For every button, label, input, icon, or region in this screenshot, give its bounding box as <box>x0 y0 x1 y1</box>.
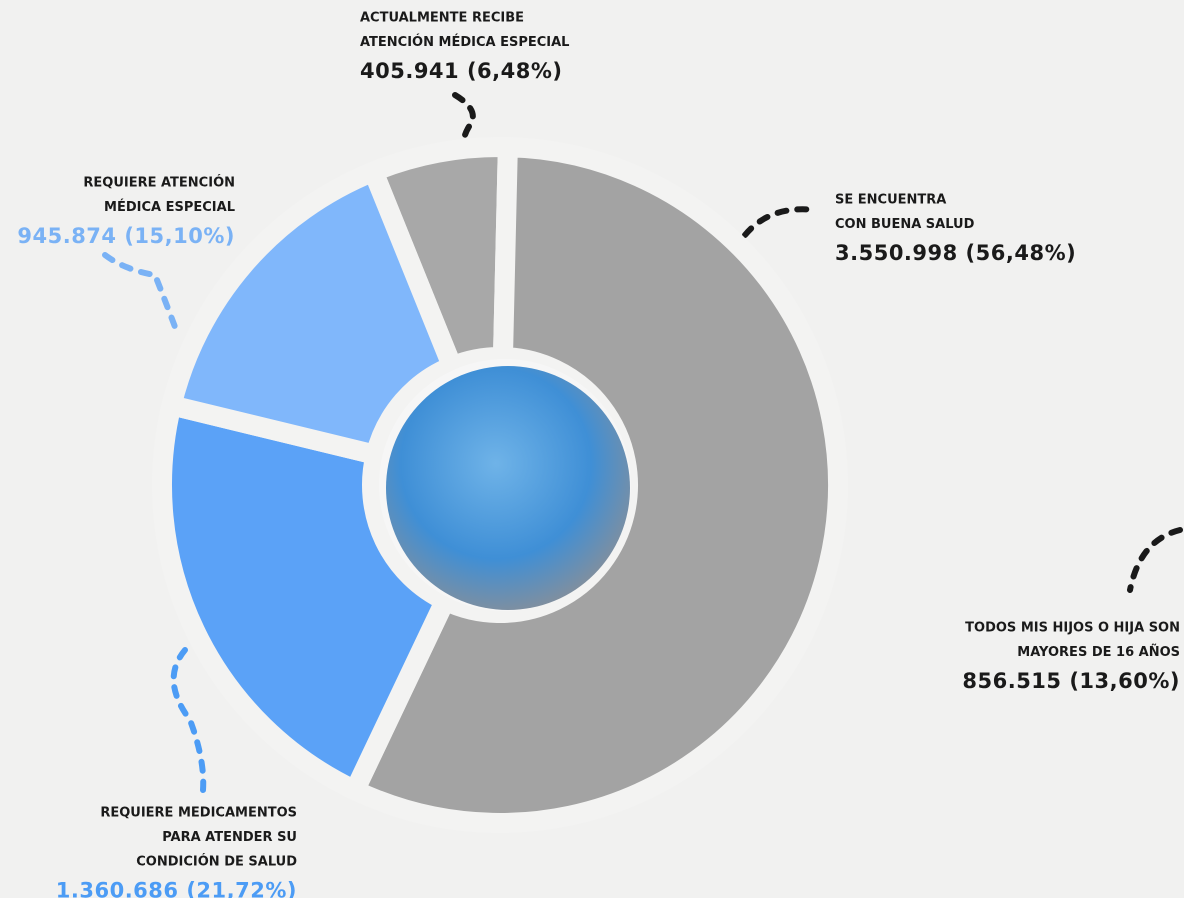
segment-label: ACTUALMENTE RECIBE <box>360 11 524 26</box>
connector <box>1127 527 1183 593</box>
segment-label: PARA ATENDER SU <box>162 830 297 845</box>
value-label: 405.941 (6,48%) <box>360 59 563 83</box>
segment-label: REQUIERE MEDICAMENTOS <box>100 806 297 821</box>
annotation-label: TODOS MIS HIJOS O HIJA SON <box>965 621 1180 636</box>
segment <box>159 158 466 467</box>
connector <box>170 647 207 793</box>
value-label: 945.874 (15,10%) <box>17 224 235 248</box>
connector <box>742 206 818 238</box>
segment-label: CON BUENA SALUD <box>835 217 975 232</box>
connector <box>102 252 181 338</box>
segment-label: MÉDICA ESPECIAL <box>104 199 235 215</box>
photo <box>386 366 630 610</box>
segment-label: REQUIERE ATENCIÓN <box>83 175 235 191</box>
segment-label: SE ENCUENTRA <box>835 193 946 208</box>
donut <box>152 136 848 833</box>
value-label: 1.360.686 (21,72%) <box>56 879 297 898</box>
annotation-label: MAYORES DE 16 AÑOS <box>1017 644 1180 660</box>
segment-label: ATENCIÓN MÉDICA ESPECIAL <box>360 34 569 50</box>
connectors <box>102 92 1183 793</box>
segment <box>152 393 459 804</box>
annotation-value: 856.515 (13,60%) <box>962 669 1180 693</box>
value-label: 3.550.998 (56,48%) <box>835 241 1076 265</box>
segment-label: CONDICIÓN DE SALUD <box>136 854 297 870</box>
